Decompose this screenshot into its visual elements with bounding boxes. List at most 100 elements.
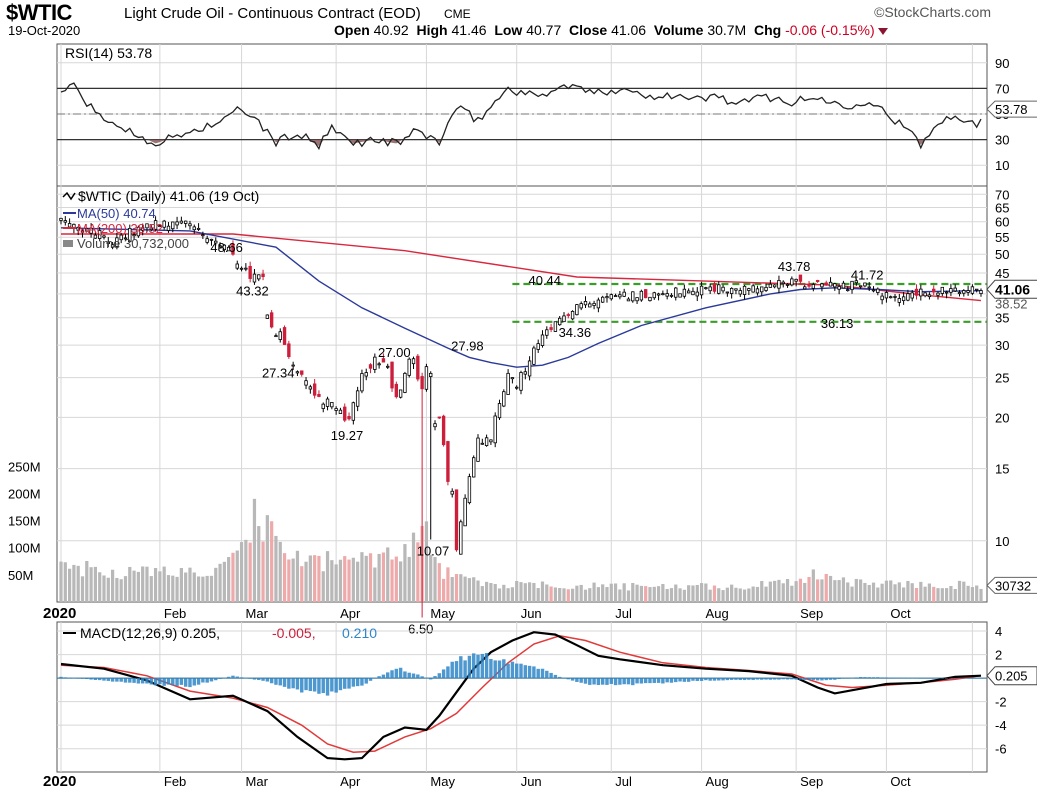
candle-body	[527, 360, 532, 377]
volume-bar	[373, 567, 377, 602]
macd-histogram-bar	[102, 678, 106, 681]
candle-body	[407, 358, 411, 376]
volume-bar	[979, 588, 983, 602]
volume-bar	[785, 578, 790, 602]
candle	[441, 414, 446, 447]
macd-histogram-bar	[454, 661, 459, 679]
candle-body	[510, 377, 515, 380]
macd-histogram-bar	[540, 668, 545, 679]
volume-bar	[351, 557, 355, 602]
candle	[381, 353, 386, 363]
candle-body	[820, 283, 824, 288]
candle	[618, 291, 622, 300]
volume-bar	[820, 579, 824, 602]
candle-body	[648, 296, 652, 302]
volume-last-marker	[986, 576, 1037, 594]
candle-body	[119, 234, 123, 241]
candle-body	[596, 299, 601, 309]
volume-bar	[635, 584, 639, 602]
candle	[858, 285, 863, 289]
macd-histogram-bar	[682, 678, 687, 682]
price-annotation-label: 27.00	[378, 345, 411, 360]
stockcharts-brand[interactable]: ©StockCharts.com	[874, 4, 991, 20]
candle	[287, 340, 291, 359]
candle-body	[398, 389, 403, 398]
volume-bar	[218, 563, 222, 602]
candle-body	[110, 244, 115, 248]
candle	[59, 217, 63, 225]
volume-bar	[545, 584, 549, 602]
candle	[631, 291, 635, 303]
volume-bar	[639, 585, 643, 602]
candle	[231, 240, 235, 256]
macd-histogram-bar	[846, 678, 850, 679]
volume-bar	[536, 588, 540, 602]
macd-histogram-bar	[89, 678, 93, 680]
volume-bar	[162, 566, 166, 602]
volume-bar	[321, 571, 325, 602]
volume-bar	[166, 575, 171, 602]
candle-body	[858, 285, 863, 288]
candle-body	[708, 286, 712, 292]
macd-histogram-bar	[613, 678, 618, 686]
macd-histogram-bar	[674, 678, 678, 683]
ma50-legend-label: MA(50) 40.74	[77, 206, 156, 221]
candle-body	[424, 366, 429, 390]
rsi-panel	[56, 43, 988, 187]
macd-histogram-bar	[248, 678, 252, 679]
volume-bar	[549, 586, 553, 602]
macd-histogram-bar	[966, 678, 970, 679]
volume-bar	[871, 582, 876, 602]
candle-body	[725, 291, 730, 294]
macd-histogram-bar	[949, 678, 953, 679]
candle-body	[136, 226, 141, 237]
candle	[519, 370, 523, 395]
macd-histogram-bar	[287, 678, 291, 689]
macd-histogram-bar	[712, 678, 717, 681]
candle-body	[239, 267, 244, 270]
volume-bar	[691, 585, 695, 602]
price-x-tick-label: Jun	[521, 606, 542, 621]
price-tick-label: 10	[995, 534, 1009, 549]
candle-body	[975, 288, 979, 291]
macd-histogram-bar	[351, 678, 356, 687]
volume-bar	[184, 572, 188, 602]
volume-bar	[747, 588, 751, 602]
candle	[269, 310, 274, 329]
candle-body	[360, 373, 364, 392]
candle	[966, 285, 970, 296]
candle	[704, 286, 708, 290]
volume-bar	[562, 588, 566, 602]
volume-bar	[704, 583, 708, 602]
candle	[433, 420, 437, 431]
candle	[876, 287, 880, 296]
candle	[583, 296, 588, 308]
candle-body	[67, 223, 72, 228]
macd-histogram-bar	[347, 678, 351, 689]
candle-body	[656, 293, 661, 296]
candle	[502, 389, 506, 408]
macd-histogram-bar	[755, 678, 760, 680]
macd-histogram-bar	[140, 678, 145, 684]
candle	[76, 226, 80, 236]
candle	[278, 328, 282, 343]
macd-histogram-bar	[729, 678, 734, 680]
volume-bar	[816, 579, 820, 602]
candle	[596, 297, 601, 313]
candle	[970, 284, 975, 296]
volume-bar	[360, 552, 364, 602]
macd-histogram-bar	[626, 678, 631, 685]
macd-histogram-bar	[815, 678, 820, 681]
volume-bar	[884, 580, 889, 602]
candle	[420, 372, 424, 618]
candle	[463, 494, 467, 527]
volume-bar	[274, 535, 278, 602]
candle	[128, 224, 132, 243]
candle	[936, 291, 940, 300]
candle-body	[106, 241, 110, 245]
volume-bar	[222, 561, 226, 602]
candle	[226, 245, 231, 252]
candle	[820, 282, 824, 292]
candle-body	[433, 423, 437, 428]
macd-histogram-bar	[257, 678, 261, 680]
